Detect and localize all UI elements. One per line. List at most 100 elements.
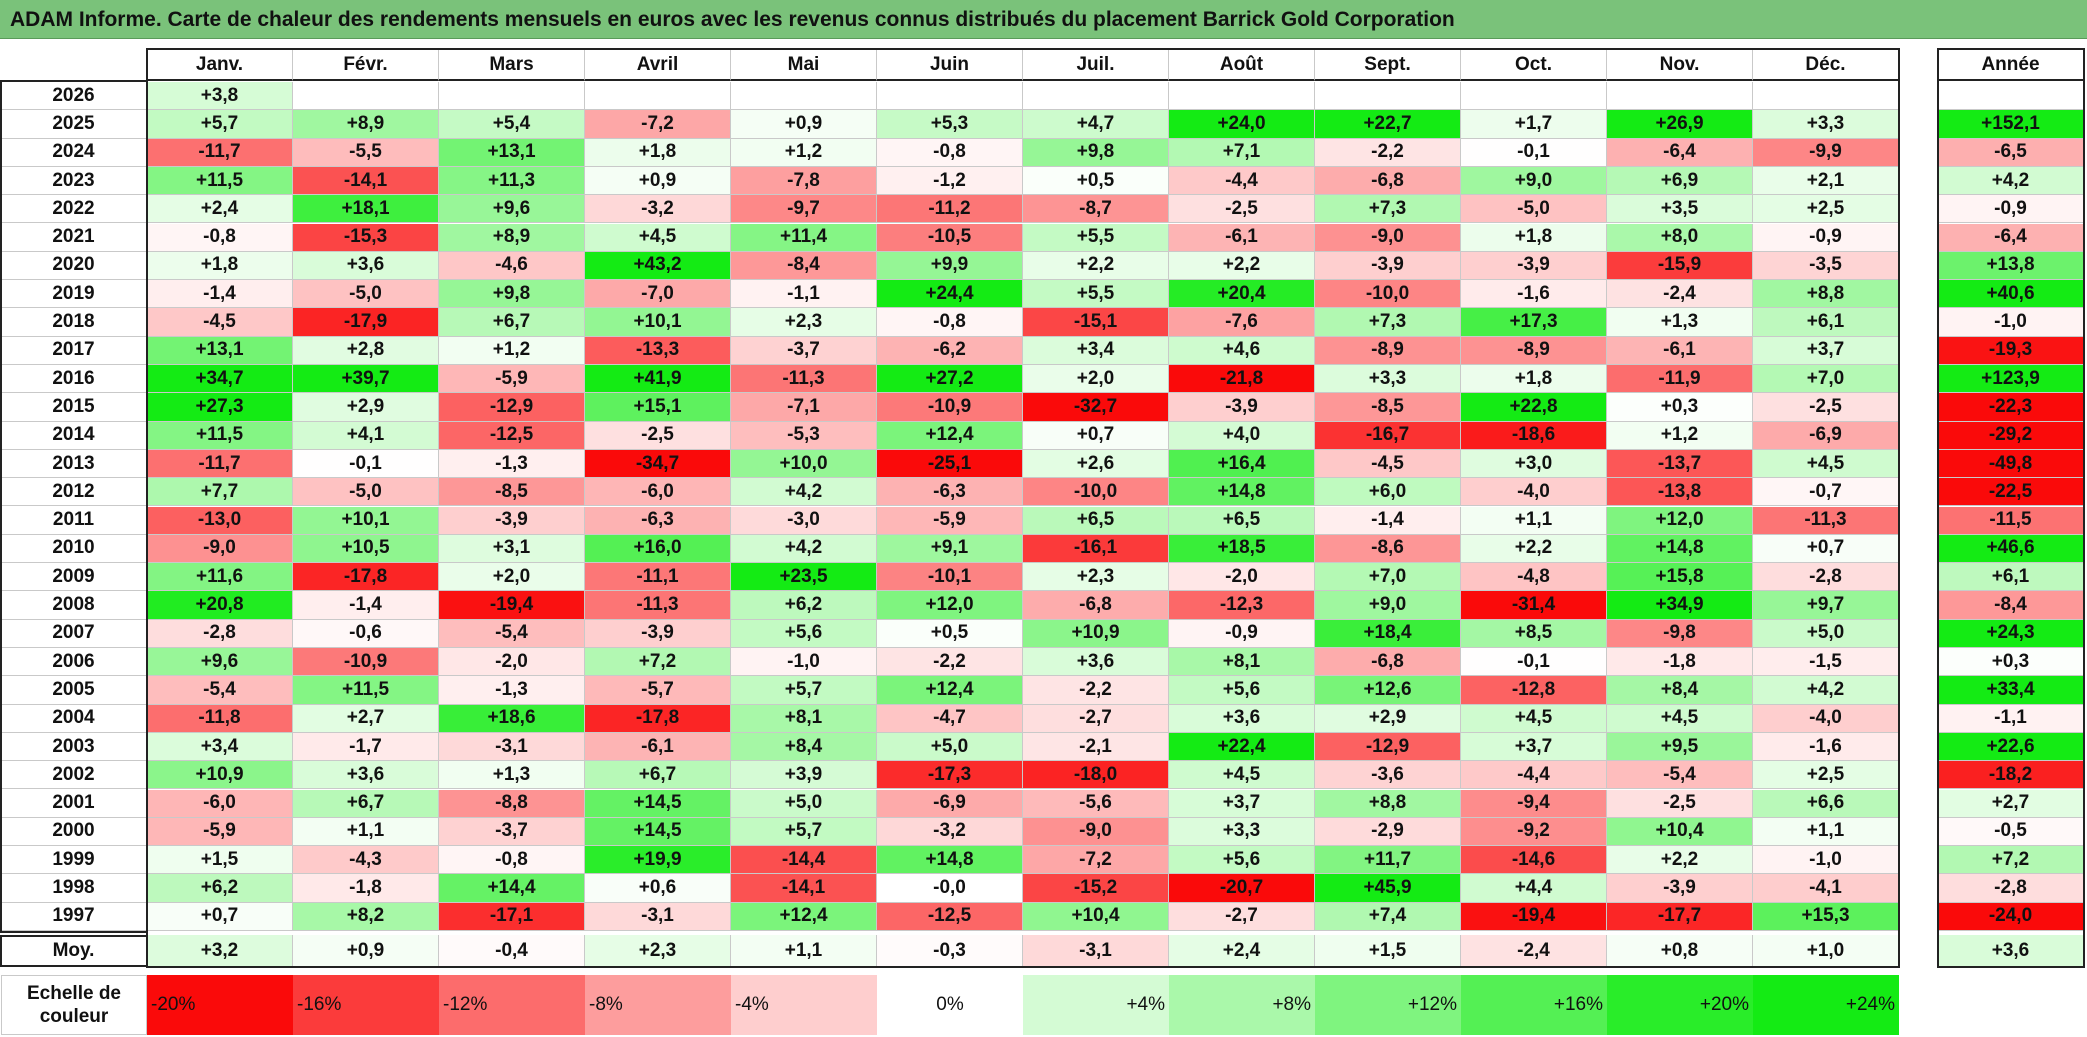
- heatmap-cell: -6,1: [585, 732, 731, 762]
- heatmap-cell: +9,6: [439, 195, 585, 224]
- annual-cell: +7,2: [1938, 846, 2084, 875]
- heatmap-cell: +0,9: [731, 110, 877, 139]
- heatmap-cell: -7,8: [731, 166, 877, 196]
- annual-cell: -2,8: [1938, 874, 2084, 903]
- annual-cell: +6,1: [1938, 563, 2084, 592]
- heatmap-cell: +7,1: [1169, 138, 1315, 167]
- heatmap-cell: -6,0: [147, 789, 293, 818]
- heatmap-cell: -8,5: [439, 478, 585, 507]
- color-scale-label: Echelle de couleur: [1, 975, 147, 1035]
- heatmap-cell: +4,0: [1169, 421, 1315, 450]
- heatmap-cell: +3,3: [1753, 110, 1899, 139]
- heatmap-cell: -2,8: [1753, 563, 1899, 592]
- heatmap-cell: -0,8: [877, 138, 1023, 167]
- heatmap-cell: +18,5: [1169, 534, 1315, 564]
- heatmap-cell: -16,1: [1023, 534, 1169, 564]
- color-scale-swatch: +8%: [1169, 975, 1315, 1035]
- heatmap-cell: -12,8: [1461, 676, 1607, 705]
- heatmap-cell: +0,7: [147, 902, 293, 931]
- heatmap-cell: +0,7: [1023, 421, 1169, 450]
- heatmap-cell: -13,7: [1607, 449, 1753, 479]
- heatmap-cell: +6,0: [1315, 478, 1461, 507]
- annual-cell: +13,8: [1938, 251, 2084, 281]
- heatmap-cell: +3,6: [1169, 704, 1315, 733]
- heatmap-cell: -5,9: [147, 817, 293, 847]
- heatmap-cell: -17,1: [439, 902, 585, 931]
- heatmap-cell: +6,7: [585, 761, 731, 790]
- heatmap-cell: -6,1: [1607, 336, 1753, 365]
- heatmap-cell: +7,0: [1315, 563, 1461, 592]
- heatmap-cell: -2,4: [1607, 280, 1753, 309]
- heatmap-cell: [1315, 82, 1461, 111]
- heatmap-cell: -5,3: [731, 421, 877, 450]
- heatmap-cell: [1753, 82, 1899, 111]
- heatmap-cell: +9,5: [1607, 732, 1753, 762]
- year-label: 2021: [1, 223, 147, 252]
- heatmap-cell: -14,4: [731, 846, 877, 875]
- heatmap-cell: -8,9: [1315, 336, 1461, 365]
- heatmap-cell: +3,3: [1315, 365, 1461, 394]
- heatmap-cell: -9,4: [1461, 789, 1607, 818]
- heatmap-cell: -4,7: [877, 704, 1023, 733]
- heatmap-cell: +10,4: [1023, 902, 1169, 931]
- year-label: 2008: [1, 591, 147, 620]
- heatmap-cell: -0,0: [877, 874, 1023, 903]
- month-header: Avril: [585, 48, 731, 81]
- heatmap-cell: +8,2: [293, 902, 439, 931]
- year-label: 2015: [1, 393, 147, 422]
- annual-cell: -0,5: [1938, 817, 2084, 847]
- heatmap-cell: +5,0: [877, 732, 1023, 762]
- heatmap-cell: +6,1: [1753, 308, 1899, 337]
- year-label: 2003: [1, 732, 147, 762]
- heatmap-cell: +1,8: [147, 251, 293, 281]
- year-label: 2016: [1, 365, 147, 394]
- heatmap-cell: +11,5: [293, 676, 439, 705]
- year-label: 2010: [1, 534, 147, 564]
- heatmap-cell: -3,1: [439, 732, 585, 762]
- heatmap-cell: -5,0: [1461, 195, 1607, 224]
- heatmap-cell: +18,6: [439, 704, 585, 733]
- heatmap-cell: +22,7: [1315, 110, 1461, 139]
- heatmap-cell: -1,8: [1607, 648, 1753, 677]
- heatmap-cell: +9,8: [439, 280, 585, 309]
- annual-cell: +33,4: [1938, 676, 2084, 705]
- heatmap-cell: -8,6: [1315, 534, 1461, 564]
- average-cell: +3,2: [147, 935, 293, 967]
- heatmap-cell: -17,7: [1607, 902, 1753, 931]
- heatmap-cell: -21,8: [1169, 365, 1315, 394]
- heatmap-cell: +10,5: [293, 534, 439, 564]
- heatmap-cell: -11,7: [147, 449, 293, 479]
- heatmap-cell: +3,4: [1023, 336, 1169, 365]
- heatmap-cell: +3,7: [1753, 336, 1899, 365]
- heatmap-cell: -3,7: [731, 336, 877, 365]
- annual-cell: -24,0: [1938, 902, 2084, 931]
- heatmap-cell: +3,9: [731, 761, 877, 790]
- heatmap-cell: -2,2: [877, 648, 1023, 677]
- heatmap-cell: -11,9: [1607, 365, 1753, 394]
- annual-cell: +2,7: [1938, 789, 2084, 818]
- heatmap-cell: -2,2: [1023, 676, 1169, 705]
- heatmap-cell: +8,0: [1607, 223, 1753, 252]
- heatmap-cell: +2,0: [1023, 365, 1169, 394]
- heatmap-cell: +5,6: [1169, 676, 1315, 705]
- heatmap-cell: -9,0: [1315, 223, 1461, 252]
- heatmap-cell: -5,4: [1607, 761, 1753, 790]
- heatmap-cell: +20,4: [1169, 280, 1315, 309]
- heatmap-cell: -3,9: [1315, 251, 1461, 281]
- heatmap-cell: -7,1: [731, 393, 877, 422]
- heatmap-cell: +1,7: [1461, 110, 1607, 139]
- heatmap-cell: -3,9: [1461, 251, 1607, 281]
- year-label: 2019: [1, 280, 147, 309]
- heatmap-cell: +9,9: [877, 251, 1023, 281]
- heatmap-cell: +10,0: [731, 449, 877, 479]
- heatmap-cell: -5,5: [293, 138, 439, 167]
- heatmap-cell: -5,9: [439, 365, 585, 394]
- annual-cell: +152,1: [1938, 110, 2084, 139]
- heatmap-cell: -11,3: [731, 365, 877, 394]
- heatmap-cell: -6,1: [1169, 223, 1315, 252]
- heatmap-cell: +10,1: [585, 308, 731, 337]
- heatmap-cell: +1,5: [147, 846, 293, 875]
- color-scale-swatch: +20%: [1607, 975, 1753, 1035]
- heatmap-cell: +8,4: [731, 732, 877, 762]
- heatmap-cell: +3,8: [147, 82, 293, 111]
